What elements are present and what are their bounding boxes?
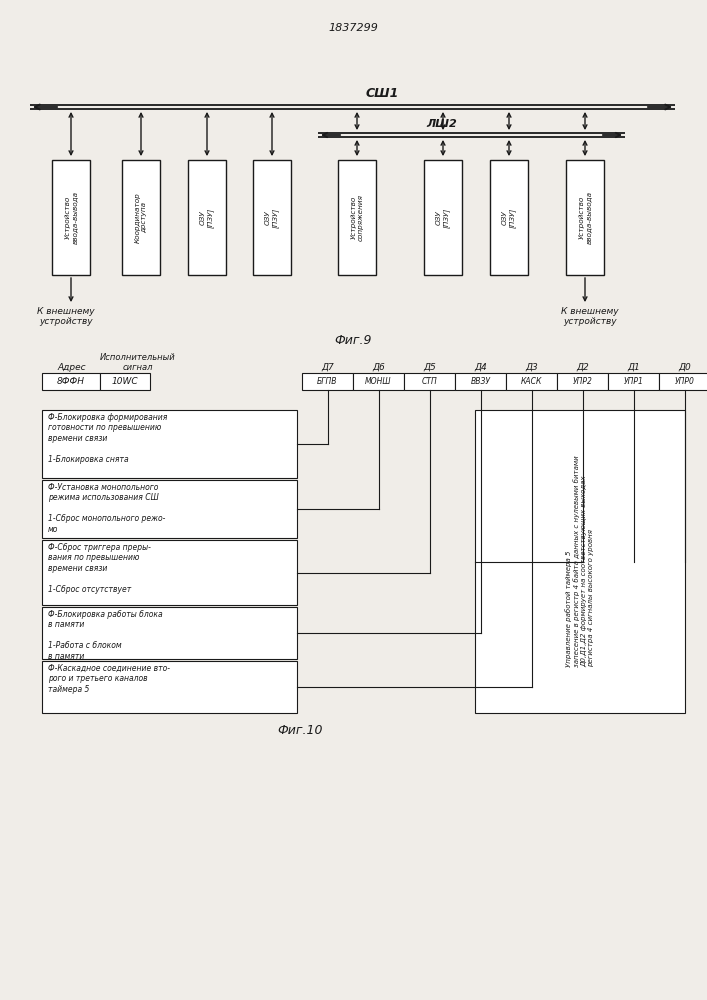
Text: Устройство
сопряжения: Устройство сопряжения [351, 194, 363, 241]
Text: ОЗУ
[ПЗУ]: ОЗУ [ПЗУ] [502, 207, 516, 228]
Text: 10WС: 10WС [112, 377, 139, 386]
Text: Устройство
ввода-вывода: Устройство ввода-вывода [578, 191, 592, 244]
Text: Ф-Блокировка формирования
готовности по превышению
времени связи

1-Блокировка с: Ф-Блокировка формирования готовности по … [48, 413, 168, 464]
Text: К внешнему
устройству: К внешнему устройству [37, 307, 95, 326]
Text: Д2: Д2 [576, 363, 589, 372]
Text: Ф-Блокировка работы блока
в памяти

1-Работа с блоком
в памяти: Ф-Блокировка работы блока в памяти 1-Раб… [48, 610, 163, 661]
Bar [42, 410, 297, 478]
Text: Д1: Д1 [627, 363, 640, 372]
Bar [253, 160, 291, 275]
Text: УПР2: УПР2 [573, 377, 592, 386]
Bar [42, 661, 297, 713]
Bar [659, 373, 707, 390]
Text: Д0: Д0 [678, 363, 691, 372]
Bar [100, 373, 150, 390]
Text: УПР0: УПР0 [674, 377, 694, 386]
Text: Д5: Д5 [423, 363, 436, 372]
Text: 8ФФН: 8ФФН [57, 377, 85, 386]
Text: Ф-Установка монопольного
режима использования СШ

1-Сброс монопольного режо-
мо: Ф-Установка монопольного режима использо… [48, 483, 165, 534]
Bar [475, 410, 685, 713]
Bar [122, 160, 160, 275]
Bar [338, 160, 376, 275]
Text: СШ1: СШ1 [366, 87, 399, 100]
Bar [608, 373, 659, 390]
Bar [455, 373, 506, 390]
Bar [506, 373, 557, 390]
Text: ОЗУ
[ПЗУ]: ОЗУ [ПЗУ] [265, 207, 279, 228]
Bar [566, 160, 604, 275]
Text: Ф-Сброс триггера преры-
вания по превышению
времени связи

1-Сброс отсутствует: Ф-Сброс триггера преры- вания по превыше… [48, 543, 151, 594]
Bar [353, 373, 404, 390]
Text: Д6: Д6 [372, 363, 385, 372]
Text: Адрес: Адрес [58, 363, 86, 372]
Bar [188, 160, 226, 275]
Text: Д7: Д7 [321, 363, 334, 372]
Text: ЛШ2: ЛШ2 [426, 119, 457, 129]
Bar [302, 373, 353, 390]
Bar [424, 160, 462, 275]
Text: Исполнительный
сигнал: Исполнительный сигнал [100, 353, 176, 372]
Text: КАСК: КАСК [521, 377, 542, 386]
Text: УПР1: УПР1 [624, 377, 643, 386]
Text: ОЗУ
[ПЗУ]: ОЗУ [ПЗУ] [436, 207, 450, 228]
Text: БГПВ: БГПВ [317, 377, 338, 386]
Bar [52, 160, 90, 275]
Bar [404, 373, 455, 390]
Text: Фиг.9: Фиг.9 [334, 334, 372, 347]
Bar [42, 373, 100, 390]
Text: Д3: Д3 [525, 363, 538, 372]
Bar [42, 480, 297, 538]
Text: 1837299: 1837299 [328, 23, 378, 33]
Bar [557, 373, 608, 390]
Text: Координатор
доступа: Координатор доступа [134, 192, 148, 243]
Text: К внешнему
устройству: К внешнему устройству [561, 307, 619, 326]
Text: ВВЗУ: ВВЗУ [470, 377, 491, 386]
Bar [490, 160, 528, 275]
Text: Фиг.10: Фиг.10 [277, 724, 323, 738]
Bar [42, 607, 297, 659]
Text: ОЗУ
[ПЗУ]: ОЗУ [ПЗУ] [200, 207, 214, 228]
Text: СТП: СТП [421, 377, 438, 386]
Text: Ф-Каскадное соединение вто-
рого и третьего каналов
таймера 5: Ф-Каскадное соединение вто- рого и треть… [48, 664, 170, 694]
Text: Д4: Д4 [474, 363, 487, 372]
Text: Устройство
ввода-вывода: Устройство ввода-вывода [64, 191, 78, 244]
Text: Управление работой таймера 5
запесение в регистр 4 байта данных с нулевыми битам: Управление работой таймера 5 запесение в… [566, 456, 595, 667]
Bar [42, 540, 297, 605]
Text: МОНШ: МОНШ [366, 377, 392, 386]
